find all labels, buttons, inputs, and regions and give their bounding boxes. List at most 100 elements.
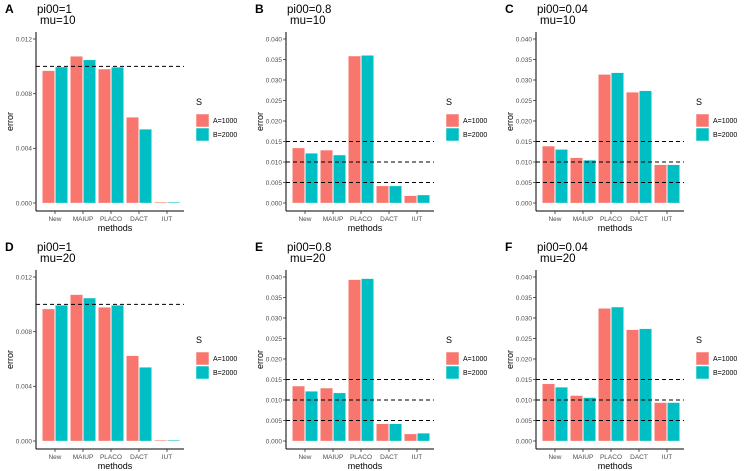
legend-label-1: B=2000 bbox=[213, 370, 237, 377]
legend-title: S bbox=[446, 335, 452, 345]
y-tick-label: 0.010 bbox=[516, 159, 533, 166]
x-tick-label: MAIUP bbox=[323, 454, 344, 461]
bar-iut-a bbox=[154, 440, 167, 442]
legend-swatch-1 bbox=[695, 365, 710, 380]
legend-title: S bbox=[446, 97, 452, 107]
y-tick-label: 0.025 bbox=[516, 336, 533, 343]
bar-new-b bbox=[305, 391, 318, 442]
y-tick-label: 0.020 bbox=[266, 118, 283, 125]
legend: S A=1000 B=2000 bbox=[445, 335, 487, 380]
bar-maiup-b bbox=[83, 297, 96, 442]
y-tick-label: 0.008 bbox=[16, 329, 33, 336]
y-tick-label: 0.005 bbox=[516, 180, 533, 187]
legend: S A=1000 B=2000 bbox=[695, 97, 737, 142]
panel-title: pi00=0.04 bbox=[537, 242, 588, 254]
bar-new-a bbox=[292, 147, 305, 204]
panel-letter: C bbox=[505, 2, 514, 16]
legend-label-0: A=1000 bbox=[713, 356, 737, 363]
bar-placo-b bbox=[361, 278, 374, 442]
legend-label-0: A=1000 bbox=[463, 118, 487, 125]
x-tick-label: DACT bbox=[380, 216, 398, 223]
y-tick-label: 0.010 bbox=[266, 159, 283, 166]
y-tick-label: 0.035 bbox=[516, 295, 533, 302]
y-tick-label: 0.000 bbox=[516, 200, 533, 207]
x-tick-label: New bbox=[548, 216, 561, 223]
y-tick-label: 0.025 bbox=[266, 98, 283, 105]
panel-subtitle: mu=20 bbox=[290, 253, 325, 265]
panel-title: pi00=1 bbox=[37, 242, 72, 254]
x-tick-label: MAIUP bbox=[73, 454, 94, 461]
y-tick-label: 0.005 bbox=[516, 418, 533, 425]
bar-iut-b bbox=[667, 402, 680, 442]
bar-placo-b bbox=[111, 305, 124, 442]
x-axis-title: methods bbox=[598, 461, 633, 471]
legend-label-0: A=1000 bbox=[213, 356, 237, 363]
y-tick-label: 0.015 bbox=[266, 139, 283, 146]
panel-subtitle: mu=20 bbox=[540, 253, 575, 265]
bar-placo-a bbox=[98, 68, 111, 204]
bar-dact-a bbox=[126, 355, 139, 442]
bar-dact-b bbox=[639, 328, 652, 442]
bar-maiup-b bbox=[333, 154, 346, 204]
bar-iut-a bbox=[654, 164, 667, 204]
y-tick-label: 0.035 bbox=[266, 295, 283, 302]
bar-new-a bbox=[542, 145, 555, 204]
bar-iut-b bbox=[417, 433, 430, 442]
x-tick-label: DACT bbox=[630, 216, 648, 223]
y-tick-label: 0.004 bbox=[16, 384, 33, 391]
bar-dact-a bbox=[626, 329, 639, 442]
bar-maiup-b bbox=[333, 392, 346, 442]
x-tick-label: DACT bbox=[130, 454, 148, 461]
x-tick-label: PLACO bbox=[100, 454, 122, 461]
x-tick-label: New bbox=[48, 216, 61, 223]
y-tick-label: 0.030 bbox=[266, 77, 283, 84]
x-tick-label: PLACO bbox=[600, 454, 622, 461]
y-axis-title: error bbox=[255, 112, 265, 131]
x-tick-label: IUT bbox=[662, 454, 673, 461]
bar-dact-b bbox=[389, 423, 402, 442]
bar-placo-b bbox=[611, 72, 624, 204]
bar-new-b bbox=[55, 66, 68, 204]
y-tick-label: 0.012 bbox=[16, 274, 33, 281]
y-tick-label: 0.000 bbox=[266, 438, 283, 445]
panel-title: pi00=0.8 bbox=[287, 4, 331, 16]
legend: S A=1000 B=2000 bbox=[195, 335, 237, 380]
x-tick-label: DACT bbox=[630, 454, 648, 461]
y-tick-label: 0.005 bbox=[266, 418, 283, 425]
x-tick-label: DACT bbox=[130, 216, 148, 223]
y-tick-label: 0.040 bbox=[516, 36, 533, 43]
legend-title: S bbox=[696, 335, 702, 345]
bar-placo-a bbox=[598, 308, 611, 442]
bar-placo-a bbox=[598, 74, 611, 204]
y-tick-label: 0.015 bbox=[516, 139, 533, 146]
y-axis-title: error bbox=[5, 350, 15, 369]
x-tick-label: MAIUP bbox=[573, 216, 594, 223]
bar-new-a bbox=[42, 70, 55, 204]
legend-label-0: A=1000 bbox=[463, 356, 487, 363]
panel-title: pi00=0.04 bbox=[537, 4, 588, 16]
legend-swatch-1 bbox=[445, 127, 460, 142]
y-tick-label: 0.000 bbox=[16, 200, 33, 207]
bar-iut-a bbox=[154, 202, 167, 204]
panel-title: pi00=0.8 bbox=[287, 242, 331, 254]
y-tick-label: 0.035 bbox=[516, 57, 533, 64]
x-tick-label: MAIUP bbox=[323, 216, 344, 223]
panel-letter: F bbox=[505, 240, 512, 254]
legend-label-1: B=2000 bbox=[463, 370, 487, 377]
bar-maiup-b bbox=[83, 59, 96, 204]
legend-swatch-1 bbox=[695, 127, 710, 142]
x-tick-label: New bbox=[298, 454, 311, 461]
x-tick-label: PLACO bbox=[100, 216, 122, 223]
panel-subtitle: mu=10 bbox=[540, 15, 575, 27]
legend-swatch-0 bbox=[695, 113, 710, 128]
x-tick-label: IUT bbox=[412, 216, 423, 223]
x-tick-label: IUT bbox=[162, 454, 173, 461]
x-tick-label: MAIUP bbox=[573, 454, 594, 461]
y-tick-label: 0.025 bbox=[516, 98, 533, 105]
bar-new-a bbox=[292, 385, 305, 442]
bar-maiup-a bbox=[70, 294, 83, 442]
bar-placo-b bbox=[611, 306, 624, 442]
